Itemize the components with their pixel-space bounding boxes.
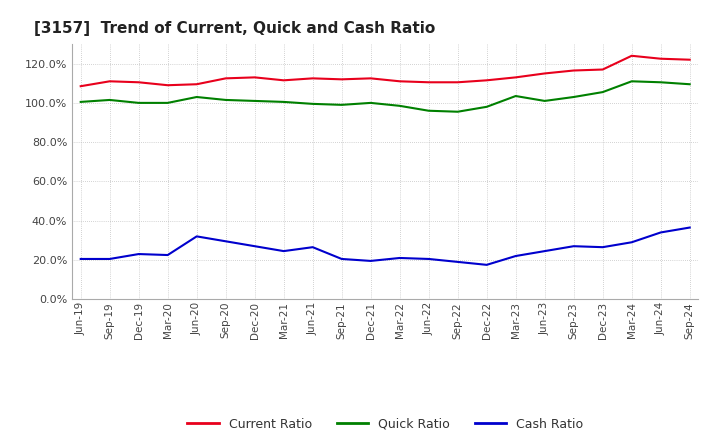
Cash Ratio <box>541 249 549 254</box>
Quick Ratio <box>541 98 549 103</box>
Current Ratio <box>424 80 433 85</box>
Quick Ratio <box>395 103 404 109</box>
Quick Ratio <box>279 99 288 105</box>
Quick Ratio <box>105 97 114 103</box>
Cash Ratio <box>279 249 288 254</box>
Current Ratio <box>251 75 259 80</box>
Current Ratio <box>570 68 578 73</box>
Quick Ratio <box>135 100 143 106</box>
Cash Ratio <box>135 251 143 257</box>
Cash Ratio <box>511 253 520 259</box>
Quick Ratio <box>76 99 85 105</box>
Current Ratio <box>395 79 404 84</box>
Quick Ratio <box>454 109 462 114</box>
Line: Cash Ratio: Cash Ratio <box>81 227 690 265</box>
Current Ratio <box>163 83 172 88</box>
Current Ratio <box>279 78 288 83</box>
Line: Current Ratio: Current Ratio <box>81 56 690 86</box>
Current Ratio <box>221 76 230 81</box>
Quick Ratio <box>570 94 578 99</box>
Quick Ratio <box>251 98 259 103</box>
Quick Ratio <box>657 80 665 85</box>
Quick Ratio <box>308 101 317 106</box>
Cash Ratio <box>482 262 491 268</box>
Cash Ratio <box>366 258 375 264</box>
Current Ratio <box>685 57 694 62</box>
Cash Ratio <box>395 255 404 260</box>
Current Ratio <box>541 71 549 76</box>
Cash Ratio <box>221 238 230 244</box>
Cash Ratio <box>685 225 694 230</box>
Current Ratio <box>76 84 85 89</box>
Cash Ratio <box>192 234 201 239</box>
Cash Ratio <box>657 230 665 235</box>
Cash Ratio <box>76 257 85 262</box>
Quick Ratio <box>511 93 520 99</box>
Current Ratio <box>657 56 665 61</box>
Quick Ratio <box>192 94 201 99</box>
Current Ratio <box>627 53 636 59</box>
Current Ratio <box>366 76 375 81</box>
Current Ratio <box>511 75 520 80</box>
Cash Ratio <box>598 245 607 250</box>
Quick Ratio <box>163 100 172 106</box>
Cash Ratio <box>251 244 259 249</box>
Current Ratio <box>454 80 462 85</box>
Current Ratio <box>105 79 114 84</box>
Current Ratio <box>338 77 346 82</box>
Quick Ratio <box>627 79 636 84</box>
Text: [3157]  Trend of Current, Quick and Cash Ratio: [3157] Trend of Current, Quick and Cash … <box>35 21 436 36</box>
Current Ratio <box>598 67 607 72</box>
Cash Ratio <box>338 257 346 262</box>
Current Ratio <box>135 80 143 85</box>
Line: Quick Ratio: Quick Ratio <box>81 81 690 112</box>
Quick Ratio <box>598 89 607 95</box>
Quick Ratio <box>424 108 433 114</box>
Cash Ratio <box>308 245 317 250</box>
Legend: Current Ratio, Quick Ratio, Cash Ratio: Current Ratio, Quick Ratio, Cash Ratio <box>182 413 588 436</box>
Quick Ratio <box>482 104 491 110</box>
Quick Ratio <box>221 97 230 103</box>
Cash Ratio <box>570 244 578 249</box>
Current Ratio <box>482 78 491 83</box>
Cash Ratio <box>105 257 114 262</box>
Current Ratio <box>192 81 201 87</box>
Quick Ratio <box>685 81 694 87</box>
Cash Ratio <box>627 240 636 245</box>
Cash Ratio <box>454 259 462 264</box>
Current Ratio <box>308 76 317 81</box>
Cash Ratio <box>424 257 433 262</box>
Quick Ratio <box>338 102 346 107</box>
Cash Ratio <box>163 253 172 258</box>
Quick Ratio <box>366 100 375 106</box>
